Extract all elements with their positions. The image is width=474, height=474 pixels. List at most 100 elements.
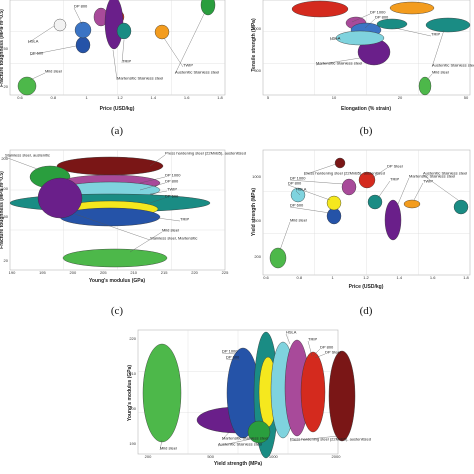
bubble-dp-1000 [341, 178, 357, 196]
annotation-label: TRIP [431, 32, 440, 37]
y-tick-label: 200 [129, 406, 136, 411]
annotation-label: DP 600 [30, 51, 44, 56]
x-tick-label: 0.6 [263, 275, 269, 280]
annotation-leader [217, 437, 257, 447]
x-tick-label: 1000 [269, 454, 279, 459]
annotation-leader [289, 206, 331, 214]
bubble-trip [376, 18, 408, 30]
y-tick-label: 200 [1, 156, 8, 161]
y-tick-label: 20 [4, 258, 9, 263]
annotation-leader [307, 340, 313, 357]
x-axis-title: Yield strength (MPa) [214, 461, 262, 467]
x-tick-label: 1.8 [463, 275, 469, 280]
y-tick-label: 200 [254, 254, 261, 259]
annotation-label: Press hardening steel (22MnB5), austenit… [165, 151, 246, 156]
annotation-leader [303, 163, 337, 176]
x-tick-label: 0.6 [17, 95, 23, 100]
annotation-label: Austenitic Stainless steel [423, 171, 467, 176]
annotation-leader [279, 221, 291, 251]
bubble-mild-steel [269, 247, 287, 269]
y-tick-label: 210 [129, 371, 136, 376]
bubble-austenitic-stainless-steel [247, 420, 271, 444]
annotation-label: Mild steel [290, 218, 307, 223]
annotation-leader [394, 27, 432, 37]
y-tick-label: 220 [129, 336, 136, 341]
bubble-twip [154, 24, 170, 40]
annotation-label: TRIP [180, 217, 189, 222]
annotation-leader [289, 179, 344, 185]
panel-caption: (a) [111, 125, 124, 137]
annotation-label: Stainless steel, Martensitic [150, 236, 197, 241]
x-axis-title: Price (USD/kg) [349, 284, 384, 290]
x-axis-title: Young's modulus (GPa) [89, 278, 145, 284]
bubble-hsla [335, 30, 385, 46]
panel-d [262, 149, 471, 276]
annotation-label: Press hardening steel (22MnB5), austenit… [304, 171, 385, 176]
annotation-leader [364, 18, 376, 29]
annotation-label: Austenitic Stainless steel [175, 70, 219, 75]
annotation-leader [221, 352, 237, 355]
annotation-label: DP 1000 [290, 176, 306, 181]
panel-caption: (d) [360, 305, 373, 317]
annotation-leader [397, 177, 410, 205]
annotation-leader [289, 435, 339, 442]
annotation-leader [163, 37, 184, 68]
annotation-leader [225, 358, 241, 361]
x-tick-label: 0.8 [297, 275, 303, 280]
bubble-austenitic-stainless-steel [453, 199, 469, 215]
bubble-mild-steel [142, 343, 182, 443]
y-axis-title: Young's modulus (GPa) [127, 365, 133, 421]
annotation-leader [314, 353, 326, 359]
annotation-label: Martensitic Stainless steel [222, 436, 268, 441]
bubbles-c [9, 156, 211, 268]
annotation-leader [129, 231, 163, 253]
bubble-press-hardening-steel-22mnb5-austenitized [328, 350, 356, 442]
annotation-leader [4, 156, 41, 171]
x-tick-label: 225 [222, 270, 229, 275]
annotation-label: Stainless steel, austenitic [5, 153, 50, 158]
x-tick-label: 1.2 [363, 275, 369, 280]
bubble-trip [116, 22, 132, 40]
x-tick-label: 2000 [332, 454, 342, 459]
annotation-label: Austenitic Stainless steel [432, 63, 474, 68]
bubble-press-hardening-steel-22mnb5-austenitized [56, 156, 164, 176]
annotation-label: DP 1000 [165, 173, 181, 178]
annotation-label: HSLA [286, 330, 297, 335]
annotation-leader [426, 73, 433, 81]
bubble-press-hardening-steel [291, 0, 349, 18]
panel-caption: (b) [360, 125, 373, 137]
bubble-dp-800 [74, 21, 92, 39]
annotation-label: Martensitic Stainless steel [117, 76, 163, 81]
y-tick-label: 190 [129, 441, 136, 446]
bubble-dp-steel [358, 171, 376, 189]
annotation-label: Mild steel [160, 446, 177, 451]
annotation-label: TWIP [167, 187, 177, 192]
bubble-twip [403, 199, 421, 209]
annotation-leader [139, 182, 166, 191]
x-tick-label: 5 [267, 95, 270, 100]
x-tick-label: 190 [9, 270, 16, 275]
annotation-label: DP 800 [165, 179, 179, 184]
x-tick-label: 10 [332, 95, 337, 100]
annotation-leader [27, 25, 55, 44]
annotation-leader [413, 182, 424, 201]
bubble-dp-steel [300, 351, 326, 433]
x-tick-label: 200 [70, 270, 77, 275]
bubble-martensitic-stainless-steel [384, 199, 402, 241]
x-axis-title: Price (USD/kg) [100, 106, 135, 112]
x-tick-label: 1.4 [397, 275, 403, 280]
bubble-dp-800 [326, 195, 342, 211]
annotation-leader [149, 216, 181, 222]
panel-caption: (c) [111, 305, 124, 317]
annotation-leader [29, 45, 77, 56]
annotation-leader [312, 348, 321, 357]
annotation-leader [287, 184, 331, 201]
bubble-stainless-steel-martensitic [37, 177, 83, 219]
annotation-leader [329, 37, 341, 41]
annotation-leader [431, 29, 445, 68]
annotation-label: TWIP [423, 179, 433, 184]
bubble-dp-600 [75, 36, 91, 54]
bubble-mild-steel [418, 76, 432, 96]
annotation-label: Mild steel [432, 70, 449, 75]
